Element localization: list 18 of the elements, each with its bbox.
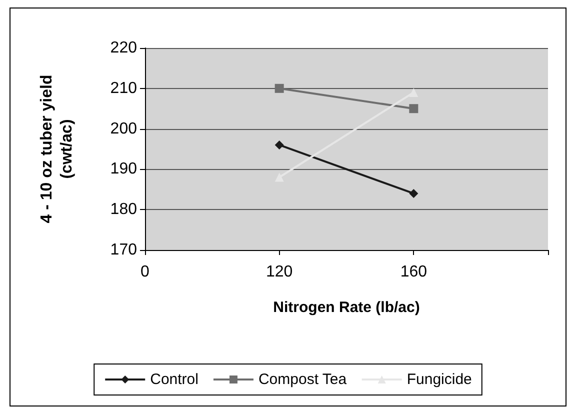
point (409, 188, 418, 198)
x-tick-label: 120 (266, 264, 293, 280)
y-tick-label: 190 (110, 160, 138, 178)
x-tick-label: 0 (140, 264, 150, 280)
legend-label: Fungicide (406, 371, 472, 388)
y-tick-label: 170 (110, 242, 138, 258)
legend-label: Compost Tea (258, 371, 348, 388)
y-axis-title: 4 - 10 oz tuber yield (cwt/ac) (38, 74, 76, 224)
point (274, 84, 284, 93)
x-axis-title: Nitrogen Rate (lb/ac) (273, 299, 420, 316)
point (409, 104, 418, 114)
x-tick-label: 160 (400, 264, 428, 280)
y-tick-label: 200 (110, 120, 138, 138)
legend-label: Control (150, 371, 198, 388)
y-tick-label: 210 (110, 80, 138, 97)
point (274, 140, 284, 150)
y-tick-label: 220 (110, 40, 138, 56)
y-tick-label: 180 (110, 201, 138, 218)
